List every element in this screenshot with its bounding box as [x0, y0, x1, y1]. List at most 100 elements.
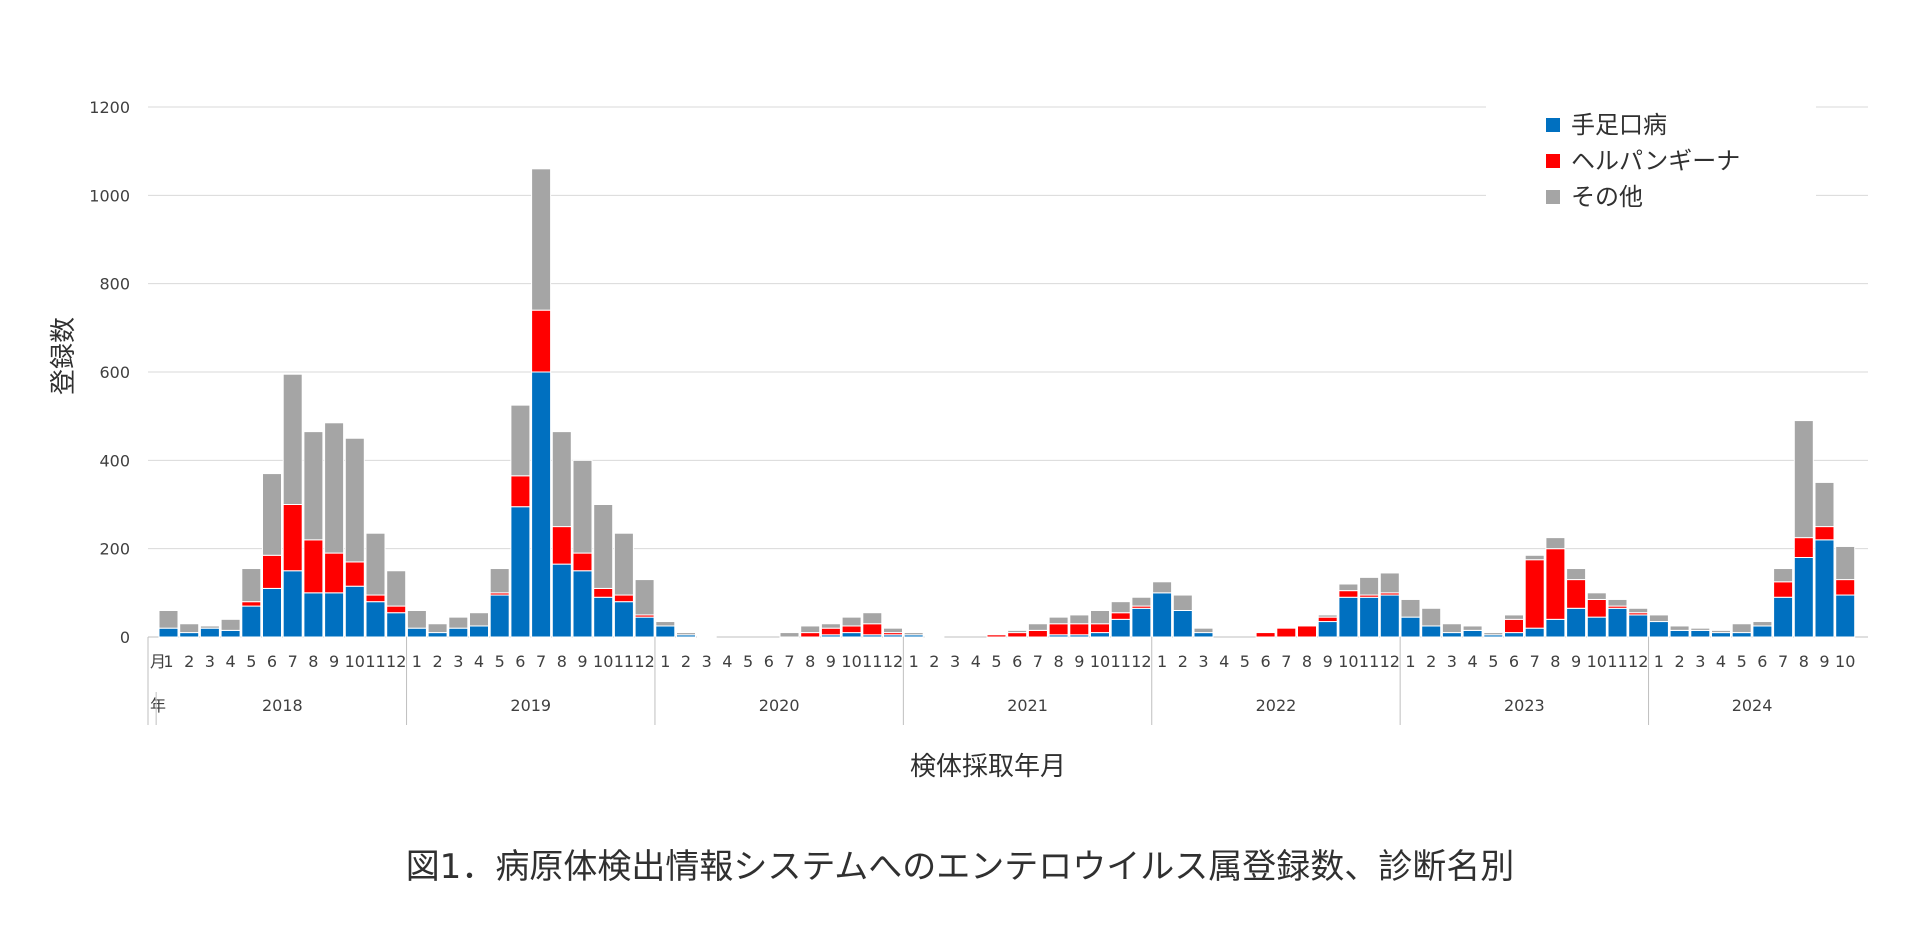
bar-segment-herpangina[interactable] — [1276, 627, 1297, 638]
bar-segment-other[interactable] — [1193, 627, 1214, 634]
bar-segment-other[interactable] — [1007, 629, 1028, 634]
bar-segment-hfmd[interactable] — [1504, 632, 1524, 638]
bar-segment-herpangina[interactable] — [1545, 548, 1566, 620]
legend-label-hfmd[interactable]: 手足口病 — [1571, 111, 1667, 139]
bar-segment-hfmd[interactable] — [241, 605, 262, 638]
bar-segment-hfmd[interactable] — [427, 632, 448, 638]
bar-segment-other[interactable] — [1773, 568, 1794, 583]
bar-segment-other[interactable] — [1069, 614, 1090, 625]
bar-segment-herpangina[interactable] — [1814, 526, 1835, 541]
bar-segment-other[interactable] — [613, 532, 634, 596]
bar-segment-other[interactable] — [841, 616, 862, 627]
bar-segment-herpangina[interactable] — [262, 554, 282, 589]
bar-segment-hfmd[interactable] — [1835, 594, 1856, 638]
bar-segment-hfmd[interactable] — [1731, 632, 1752, 638]
bar-segment-herpangina[interactable] — [1566, 579, 1587, 609]
bar-segment-hfmd[interactable] — [365, 601, 386, 638]
bar-segment-hfmd[interactable] — [324, 592, 345, 638]
bar-segment-hfmd[interactable] — [1566, 607, 1587, 638]
bar-segment-other[interactable] — [1607, 598, 1628, 607]
bar-segment-other[interactable] — [179, 623, 200, 634]
bar-segment-herpangina[interactable] — [572, 552, 593, 572]
bar-segment-herpangina[interactable] — [862, 623, 883, 636]
legend-label-herpangina[interactable]: ヘルパンギーナ — [1571, 147, 1740, 175]
bar-segment-other[interactable] — [344, 437, 365, 563]
bar-segment-hfmd[interactable] — [386, 612, 407, 638]
bar-segment-hfmd[interactable] — [1421, 625, 1442, 638]
bar-segment-other[interactable] — [593, 504, 614, 589]
bar-segment-other[interactable] — [469, 612, 489, 627]
bar-segment-other[interactable] — [282, 373, 303, 505]
bar-segment-hfmd[interactable] — [158, 627, 179, 638]
bar-segment-other[interactable] — [220, 618, 241, 631]
bar-segment-other[interactable] — [1317, 614, 1338, 618]
bar-segment-hfmd[interactable] — [1524, 627, 1545, 638]
bar-segment-hfmd[interactable] — [613, 601, 634, 638]
bar-segment-herpangina[interactable] — [386, 605, 407, 614]
bar-segment-other[interactable] — [1752, 621, 1773, 627]
bar-segment-herpangina[interactable] — [986, 634, 1007, 638]
bar-segment-other[interactable] — [1483, 632, 1504, 636]
bar-segment-other[interactable] — [1504, 614, 1524, 620]
bar-segment-herpangina[interactable] — [1835, 579, 1856, 596]
bar-segment-other[interactable] — [572, 459, 593, 554]
bar-segment-other[interactable] — [303, 431, 324, 541]
bar-segment-other[interactable] — [883, 627, 903, 634]
bar-segment-other[interactable] — [1669, 625, 1690, 631]
bar-segment-other[interactable] — [1338, 583, 1359, 592]
bar-segment-herpangina[interactable] — [593, 587, 614, 598]
bar-segment-other[interactable] — [1835, 545, 1856, 581]
bar-segment-other[interactable] — [489, 568, 510, 594]
bar-segment-other[interactable] — [779, 632, 800, 638]
bar-segment-other[interactable] — [1711, 629, 1731, 634]
bar-segment-hfmd[interactable] — [551, 563, 572, 638]
bar-segment-hfmd[interactable] — [1338, 596, 1359, 638]
bar-segment-other[interactable] — [158, 610, 179, 629]
bar-segment-hfmd[interactable] — [344, 585, 365, 638]
bar-segment-other[interactable] — [1462, 625, 1483, 631]
bar-segment-other[interactable] — [1545, 537, 1566, 550]
bar-segment-herpangina[interactable] — [841, 625, 862, 634]
bar-segment-other[interactable] — [1090, 610, 1110, 625]
bar-segment-other[interactable] — [1152, 581, 1173, 594]
bar-segment-hfmd[interactable] — [924, 635, 945, 638]
bar-segment-other[interactable] — [1441, 623, 1462, 634]
bar-segment-hfmd[interactable] — [262, 587, 282, 638]
bar-segment-other[interactable] — [386, 570, 407, 607]
bar-segment-other[interactable] — [1379, 572, 1400, 594]
bar-segment-other[interactable] — [448, 616, 469, 629]
bar-segment-herpangina[interactable] — [1090, 623, 1110, 634]
bar-segment-other[interactable] — [676, 632, 696, 636]
bar-segment-herpangina[interactable] — [1773, 581, 1794, 598]
bar-segment-other[interactable] — [1628, 607, 1649, 614]
bar-segment-hfmd[interactable] — [179, 632, 200, 638]
bar-segment-hfmd[interactable] — [1773, 596, 1794, 638]
bar-segment-hfmd[interactable] — [1090, 632, 1110, 638]
bar-segment-other[interactable] — [655, 621, 676, 627]
bar-segment-herpangina[interactable] — [324, 552, 345, 594]
bar-segment-hfmd[interactable] — [696, 635, 717, 638]
bar-segment-other[interactable] — [1400, 598, 1421, 618]
bar-segment-hfmd[interactable] — [1752, 625, 1773, 638]
bar-segment-other[interactable] — [324, 422, 345, 554]
bar-segment-hfmd[interactable] — [1669, 629, 1690, 638]
bar-segment-hfmd[interactable] — [531, 371, 552, 638]
bar-segment-hfmd[interactable] — [1193, 632, 1214, 638]
bar-segment-other[interactable] — [1359, 576, 1380, 596]
bar-segment-herpangina[interactable] — [1007, 632, 1028, 638]
bar-segment-hfmd[interactable] — [303, 592, 324, 638]
bar-segment-hfmd[interactable] — [1545, 618, 1566, 638]
bar-segment-other[interactable] — [1814, 481, 1835, 528]
bar-segment-herpangina[interactable] — [1048, 623, 1069, 636]
bar-segment-herpangina[interactable] — [344, 561, 365, 587]
bar-segment-hfmd[interactable] — [1648, 621, 1669, 638]
bar-segment-other[interactable] — [531, 168, 552, 311]
bar-segment-other[interactable] — [862, 612, 883, 625]
bar-segment-herpangina[interactable] — [303, 539, 324, 594]
bar-segment-herpangina[interactable] — [241, 601, 262, 607]
bar-segment-herpangina[interactable] — [1504, 618, 1524, 634]
bar-segment-hfmd[interactable] — [282, 570, 303, 638]
bar-segment-herpangina[interactable] — [282, 504, 303, 572]
bar-segment-other[interactable] — [241, 568, 262, 603]
bar-segment-hfmd[interactable] — [1586, 616, 1607, 638]
